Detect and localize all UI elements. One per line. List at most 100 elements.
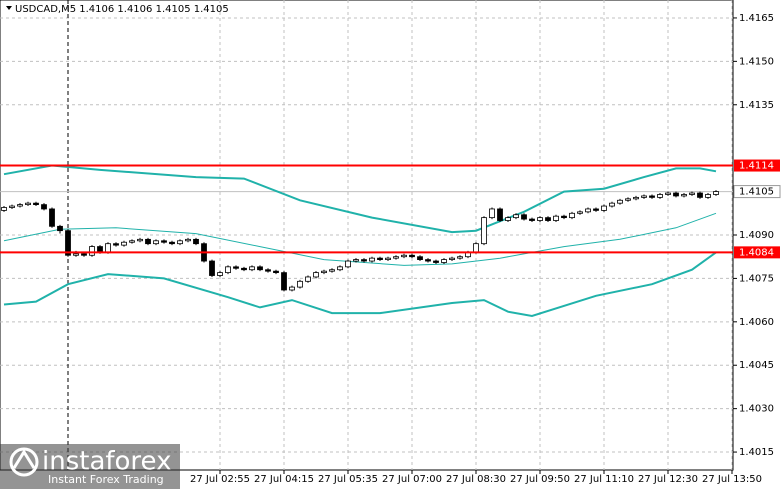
candle-body [649, 195, 655, 198]
candle-body [617, 199, 623, 204]
price-label-bg [733, 185, 781, 199]
level-label-bg [734, 246, 780, 259]
candle-body [425, 259, 431, 262]
candle-body [313, 272, 319, 278]
candle-body [593, 208, 599, 211]
labels: 1.4165 1.4150 1.4135 1.4090 1.4075 1.4060 1.40… [190, 13, 781, 485]
candle-body [177, 240, 183, 245]
y-tick-label: 1.4015 [739, 447, 774, 458]
candle-body [713, 191, 719, 195]
candle-body [529, 218, 535, 221]
candle-body [505, 217, 511, 221]
candle-body [513, 214, 519, 219]
candle-body [257, 266, 263, 271]
candle-body [281, 272, 287, 291]
candle-body [33, 202, 39, 206]
candle-body [537, 217, 543, 221]
y-tick-label: 1.4090 [739, 230, 774, 241]
candle-body [521, 214, 527, 220]
candle-body [193, 238, 199, 245]
candle-body [681, 194, 687, 197]
candle-body [497, 208, 503, 221]
chart-title: USDCAD,M5 1.4106 1.4106 1.4105 1.4105 [15, 4, 229, 15]
candle-body [137, 238, 143, 242]
level-label-bg [734, 159, 780, 172]
candle-body [633, 196, 639, 200]
candle-body [705, 194, 711, 198]
marks [0, 164, 733, 318]
candle-body [217, 272, 223, 276]
candle-body [569, 212, 575, 219]
y-tick-label: 1.4165 [739, 13, 774, 24]
x-tick-label: 27 Jul 12:30 [638, 474, 698, 485]
watermark-tagline: Instant Forex Trading [48, 473, 164, 486]
candle-body [585, 208, 591, 213]
watermark-icon [12, 449, 36, 469]
candle-body [489, 208, 495, 219]
candle-body [329, 269, 335, 272]
x-tick-label: 27 Jul 11:10 [574, 474, 634, 485]
candle-body [225, 266, 231, 274]
candle-body [57, 225, 63, 232]
candle-body [17, 204, 23, 207]
candle-body [657, 194, 663, 198]
candle-body [361, 259, 367, 262]
candle-body [561, 215, 567, 219]
candle-body [609, 202, 615, 207]
candle-body [337, 266, 343, 271]
candle-body [345, 260, 351, 268]
candle-body [601, 205, 607, 211]
candle-body [297, 280, 303, 288]
candle-body [641, 195, 647, 198]
candle-body [441, 259, 447, 263]
x-tick-label: 27 Jul 05:35 [318, 474, 378, 485]
grid [0, 0, 737, 474]
candle-body [553, 215, 559, 221]
x-tick-label: 27 Jul 13:50 [702, 474, 762, 485]
candle-body [169, 241, 175, 245]
candle-body [73, 253, 79, 256]
candle-body [545, 217, 551, 221]
bollinger-band [3, 251, 717, 318]
candle-body [433, 260, 439, 263]
x-tick-label: 27 Jul 04:15 [254, 474, 314, 485]
candle-body [185, 238, 191, 242]
candle-body [121, 241, 127, 246]
candle-body [401, 254, 407, 258]
candle-body [153, 240, 159, 245]
candle-body [113, 243, 119, 246]
candle-body [473, 243, 479, 253]
y-tick-label: 1.4060 [739, 317, 774, 328]
y-tick-label: 1.4030 [739, 404, 774, 415]
candle-body [289, 286, 295, 291]
watermark-icon [9, 447, 39, 477]
candle-body [41, 204, 47, 210]
candle-body [673, 192, 679, 197]
candle-body [249, 266, 255, 271]
y-tick-label: 1.4075 [739, 273, 774, 284]
bollinger-band [3, 212, 717, 266]
watermark: instaforex Instant Forex Trading [0, 444, 180, 489]
level-label: 1.4084 [739, 247, 774, 258]
candle-body [369, 257, 375, 262]
candle-body [145, 238, 151, 245]
candle-body [377, 257, 383, 260]
candle-body [129, 240, 135, 243]
x-tick-label: 27 Jul 02:55 [190, 474, 250, 485]
candle-body [81, 253, 87, 256]
candle-body [25, 202, 31, 206]
candle-body [409, 254, 415, 258]
candle-body [241, 267, 247, 271]
candle-body [457, 256, 463, 259]
candle-body [49, 208, 55, 227]
y-tick-label: 1.4135 [739, 100, 774, 111]
y-tick-label: 1.4045 [739, 360, 774, 371]
title-arrow [6, 6, 12, 10]
candle-body [697, 192, 703, 198]
candle-body [9, 205, 15, 208]
candle-body [209, 260, 215, 276]
candle-body [1, 207, 7, 211]
candle-body [161, 240, 167, 243]
candle-body [689, 192, 695, 195]
